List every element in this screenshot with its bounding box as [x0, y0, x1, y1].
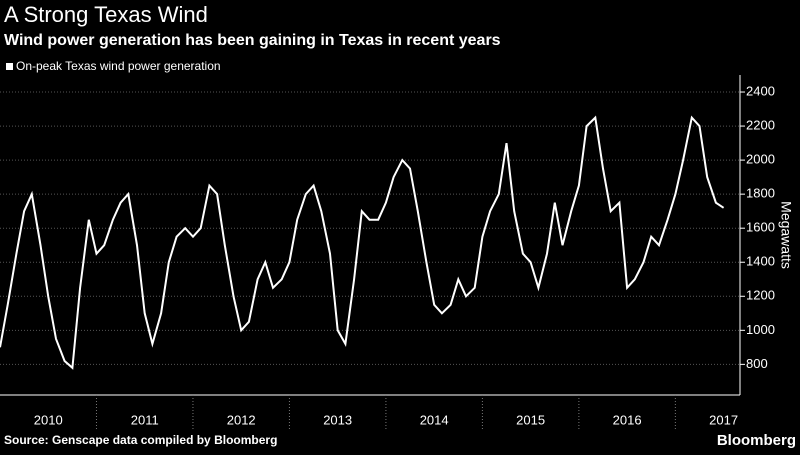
legend-label: On-peak Texas wind power generation — [16, 59, 221, 73]
y-tick-label: 1200 — [746, 288, 775, 303]
y-tick-label: 1800 — [746, 186, 775, 201]
data-line — [0, 115, 725, 370]
chart-subtitle: Wind power generation has been gaining i… — [4, 32, 501, 49]
x-tick-label: 2016 — [613, 412, 642, 427]
x-tick-label: 2010 — [34, 412, 63, 427]
y-tick-label: 1000 — [746, 322, 775, 337]
y-tick-label: 2200 — [746, 118, 775, 133]
y-tick-label: 2000 — [746, 152, 775, 167]
y-tick-label: 1600 — [746, 220, 775, 235]
x-tick-label: 2013 — [323, 412, 352, 427]
y-tick-label: 2400 — [746, 83, 775, 98]
x-tick-label: 2014 — [420, 412, 449, 427]
y-tick-label: 800 — [746, 356, 768, 371]
x-tick-label: 2015 — [516, 412, 545, 427]
x-tick-label: 2012 — [227, 412, 256, 427]
x-tick-label: 2011 — [131, 412, 159, 427]
x-tick-label: 2017 — [709, 412, 738, 427]
brand: Bloomberg — [717, 432, 796, 449]
source: Source: Genscape data compiled by Bloomb… — [4, 433, 277, 447]
y-axis-label: Megawatts — [778, 201, 794, 269]
chart-title: A Strong Texas Wind — [4, 2, 208, 27]
legend-swatch — [6, 63, 13, 70]
y-tick-label: 1400 — [746, 254, 775, 269]
